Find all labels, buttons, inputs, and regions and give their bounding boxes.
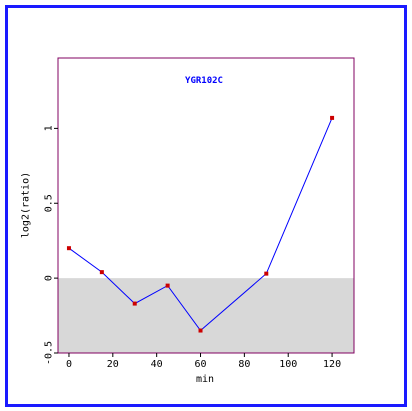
data-point — [264, 271, 269, 276]
negative-region-shade — [58, 278, 354, 353]
data-point — [330, 115, 335, 120]
y-tick-label: -0.5 — [44, 341, 55, 365]
y-tick-label: 0 — [44, 275, 55, 281]
x-tick-label: 20 — [107, 359, 119, 370]
data-point — [198, 328, 203, 333]
data-point — [165, 283, 170, 288]
x-tick-label: 40 — [151, 359, 163, 370]
x-tick-label: 0 — [66, 359, 72, 370]
chart-title: YGR102C — [185, 76, 223, 86]
data-markers — [66, 115, 335, 333]
plot-area — [57, 57, 355, 354]
data-point — [132, 301, 137, 306]
y-axis-label: log2(ratio) — [21, 172, 32, 238]
y-tick-label: 1 — [44, 125, 55, 131]
x-axis-ticks: 0 20 40 60 80 100 120 — [66, 353, 341, 370]
y-axis-ticks: -0.5 0 0.5 1 — [44, 125, 58, 365]
data-point — [99, 270, 104, 275]
x-tick-label: 80 — [238, 359, 250, 370]
y-tick-label: 0.5 — [44, 194, 55, 212]
x-tick-label: 120 — [323, 359, 341, 370]
x-axis-label: min — [196, 374, 214, 385]
x-tick-label: 60 — [194, 359, 206, 370]
data-point — [66, 246, 71, 251]
x-tick-label: 100 — [279, 359, 297, 370]
